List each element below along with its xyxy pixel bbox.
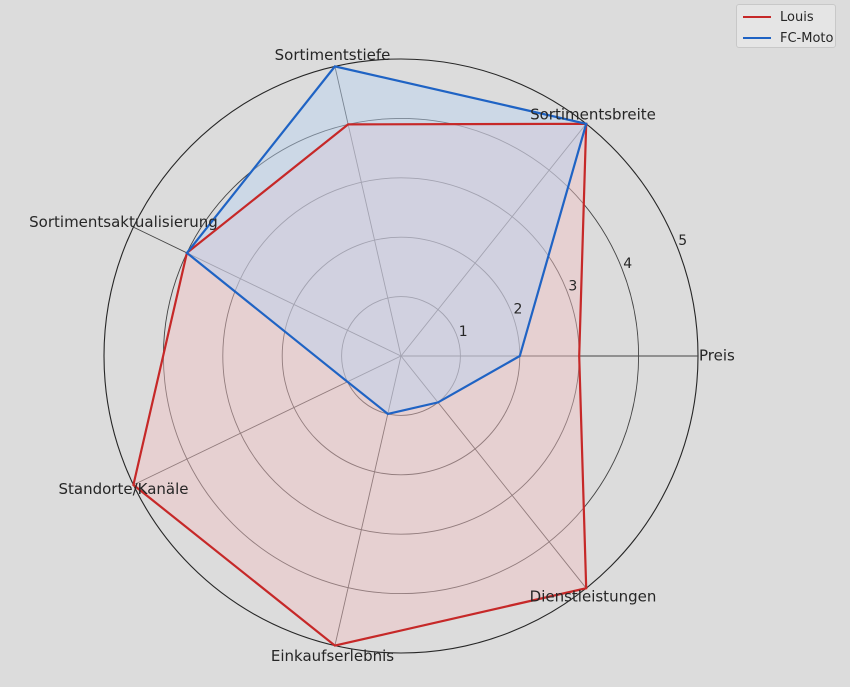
legend: Louis FC-Moto — [736, 4, 836, 48]
r-tick-label-4: 4 — [623, 256, 632, 272]
legend-item-fc-moto: FC-Moto — [743, 29, 833, 47]
spoke-6 — [400, 355, 587, 589]
r-tick-label-1: 1 — [459, 324, 468, 340]
series-fill-fc-moto — [186, 66, 587, 414]
axis-label-0: Preis — [699, 347, 735, 365]
r-tick-label-5: 5 — [678, 233, 687, 249]
legend-label-fc-moto: FC-Moto — [780, 30, 834, 46]
spoke-3 — [133, 226, 402, 357]
series-fill-louis — [133, 123, 587, 646]
r-tick-label-2: 2 — [514, 301, 523, 317]
axis-label-5: Einkaufserlebnis — [271, 647, 394, 665]
legend-label-louis: Louis — [780, 9, 814, 25]
legend-swatch-louis — [743, 16, 771, 18]
legend-item-louis: Louis — [743, 8, 814, 26]
grid-layer — [103, 58, 699, 654]
spoke-4 — [133, 355, 402, 486]
axis-label-4: Standorte/Kanäle — [59, 480, 189, 498]
label-layer: 1 2 3 4 5 Preis Sortimentsbreite Sortimentstief… — [29, 46, 735, 665]
axis-label-6: Dienstleistungen — [530, 587, 657, 605]
spoke-2 — [334, 66, 402, 357]
series-line-louis — [132, 122, 588, 647]
series-line-fc-moto — [185, 65, 588, 416]
series-layer — [132, 65, 588, 647]
spoke-1 — [400, 123, 587, 357]
axis-label-3: Sortimentsaktualisierung — [29, 213, 218, 231]
spoke-5 — [334, 355, 402, 646]
axis-label-2: Sortimentstiefe — [275, 46, 391, 64]
legend-swatch-fc-moto — [743, 37, 771, 39]
r-tick-label-3: 3 — [568, 279, 577, 295]
axis-label-1: Sortimentsbreite — [530, 106, 656, 124]
